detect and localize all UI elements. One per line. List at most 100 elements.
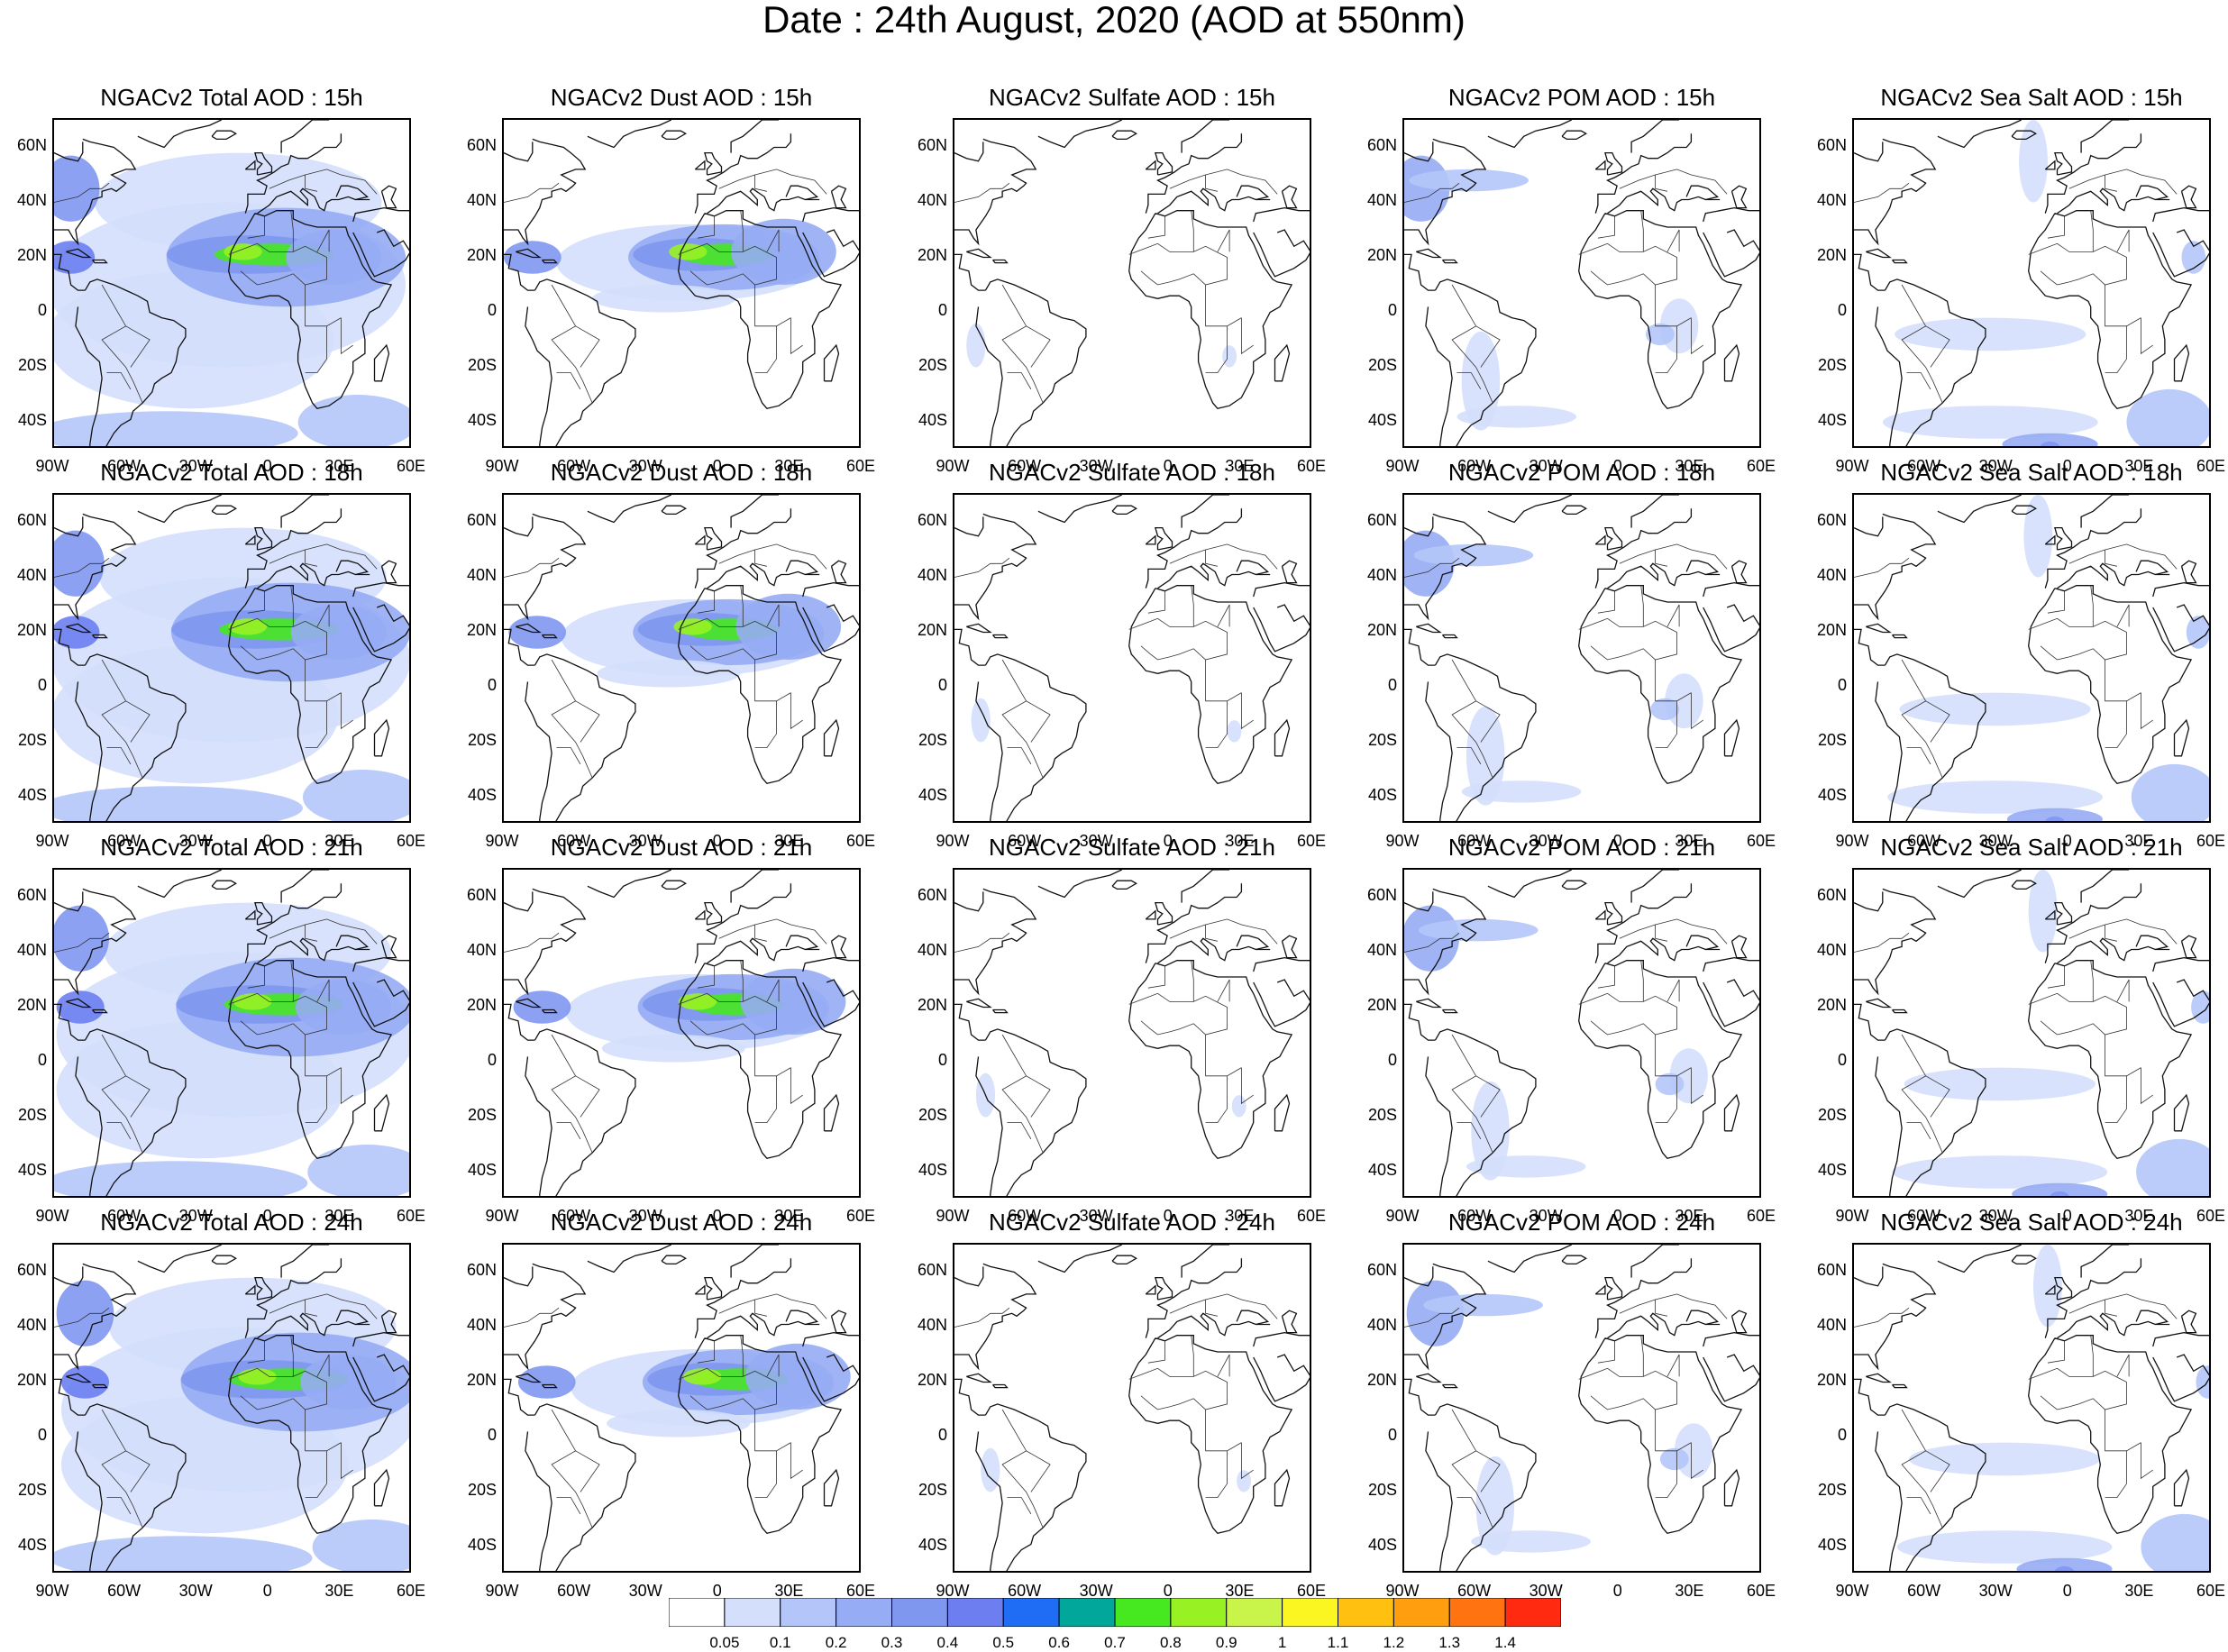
aod-region <box>981 1447 1000 1492</box>
coastline <box>2044 534 2056 545</box>
coastline <box>2135 1310 2169 1326</box>
country-border <box>1147 590 1165 614</box>
coastline <box>1181 120 1230 153</box>
aod-region <box>1231 1095 1246 1118</box>
coastline <box>1703 581 1759 598</box>
coastline <box>92 259 108 264</box>
country-border <box>1666 979 1680 1002</box>
coastline <box>954 253 986 291</box>
country-border <box>228 992 327 1036</box>
coastline <box>1594 909 1606 920</box>
coastline <box>730 120 780 153</box>
coastline <box>1442 1383 1458 1389</box>
country-border <box>2028 992 2127 1036</box>
lon-tick-label: 30W <box>1529 1207 1563 1225</box>
coastline <box>1037 495 1122 524</box>
country-border <box>1205 1300 1218 1317</box>
coastline <box>335 935 369 951</box>
aod-region <box>302 770 409 821</box>
coastline <box>335 1310 369 1326</box>
coastline <box>504 1263 587 1371</box>
panel-title: NGACv2 Sulfate AOD : 18h <box>989 459 1275 486</box>
coastline <box>1604 151 1623 176</box>
coastline <box>380 185 397 209</box>
panel-title: NGACv2 POM AOD : 21h <box>1447 834 1716 861</box>
lat-tick-label: 40S <box>1367 1535 1397 1554</box>
country-border <box>305 325 327 373</box>
country-border <box>575 700 600 743</box>
country-border <box>305 1450 327 1498</box>
country-border <box>2090 210 2094 252</box>
coastline <box>504 1378 535 1416</box>
lat-tick-label: 40S <box>467 1535 497 1554</box>
coastline <box>1442 259 1458 264</box>
country-border <box>247 590 265 614</box>
coastline <box>534 1028 636 1196</box>
lon-tick-label: 30W <box>1529 1582 1563 1600</box>
country-border <box>228 242 327 286</box>
lon-tick-label: 30E <box>324 832 354 850</box>
country-border <box>1007 747 1032 765</box>
country-border <box>754 1075 777 1123</box>
aod-region <box>1899 692 2091 726</box>
coastline <box>1037 1245 1122 1273</box>
coastline <box>1723 718 1740 757</box>
aod-region <box>2055 1565 2074 1571</box>
lat-tick-label: 0 <box>37 1425 47 1444</box>
coastline <box>678 585 843 785</box>
map-plot-area <box>52 868 411 1198</box>
country-border <box>1217 1354 1230 1377</box>
coastline <box>1442 1009 1458 1014</box>
country-border <box>2141 692 2153 730</box>
coastline <box>254 151 273 176</box>
lon-tick-label: 30E <box>1225 1207 1255 1225</box>
map-plot-area <box>1402 493 1761 823</box>
coastline <box>975 681 1003 821</box>
country-border <box>1906 372 1931 390</box>
aod-region <box>1222 345 1237 368</box>
lat-tick-label: 20N <box>917 620 947 639</box>
country-border <box>1655 325 1677 373</box>
map-plot-area <box>1402 868 1761 1198</box>
lon-tick-label: 30W <box>1978 1582 2013 1600</box>
aod-region <box>1882 406 2098 439</box>
coastline <box>2080 870 2130 903</box>
country-border <box>101 284 143 404</box>
coastline <box>1703 979 1759 1027</box>
colorbar-swatch <box>724 1598 781 1627</box>
coastline <box>2011 880 2038 890</box>
lon-tick-label: 60W <box>1457 457 1492 475</box>
colorbar-swatch <box>891 1598 948 1627</box>
coastline <box>785 185 818 201</box>
country-border <box>790 317 803 355</box>
coastline <box>280 120 330 153</box>
lat-tick-label: 60N <box>16 510 47 529</box>
panel-title: NGACv2 Dust AOD : 18h <box>550 459 813 486</box>
aod-region <box>669 243 708 260</box>
country-border <box>2105 325 2127 373</box>
coastline <box>2152 956 2209 972</box>
coastline <box>1128 1335 1293 1535</box>
country-border <box>1205 1410 1242 1452</box>
coastline <box>75 1431 103 1571</box>
aod-region <box>2141 1513 2209 1571</box>
lon-tick-label: 60W <box>107 832 142 850</box>
coastline <box>2057 937 2170 964</box>
aod-region <box>2186 616 2209 649</box>
map-plot-area <box>953 118 1311 448</box>
coastline <box>1594 534 1606 545</box>
lon-tick-label: 60E <box>2196 457 2226 475</box>
colorbar-swatch <box>1002 1598 1060 1627</box>
country-border <box>1001 1034 1044 1154</box>
coastline <box>661 130 688 141</box>
map-plot-area <box>1402 1243 1761 1573</box>
coastline <box>1594 1258 1693 1338</box>
coastline <box>1884 1403 1986 1571</box>
coastline <box>830 560 847 584</box>
lat-tick-label: 0 <box>487 675 497 694</box>
coastline <box>2054 1276 2073 1301</box>
coastline <box>1181 870 1230 903</box>
lon-tick-label: 30W <box>628 1207 662 1225</box>
country-border <box>1404 557 1460 578</box>
coastline <box>1685 560 1719 576</box>
